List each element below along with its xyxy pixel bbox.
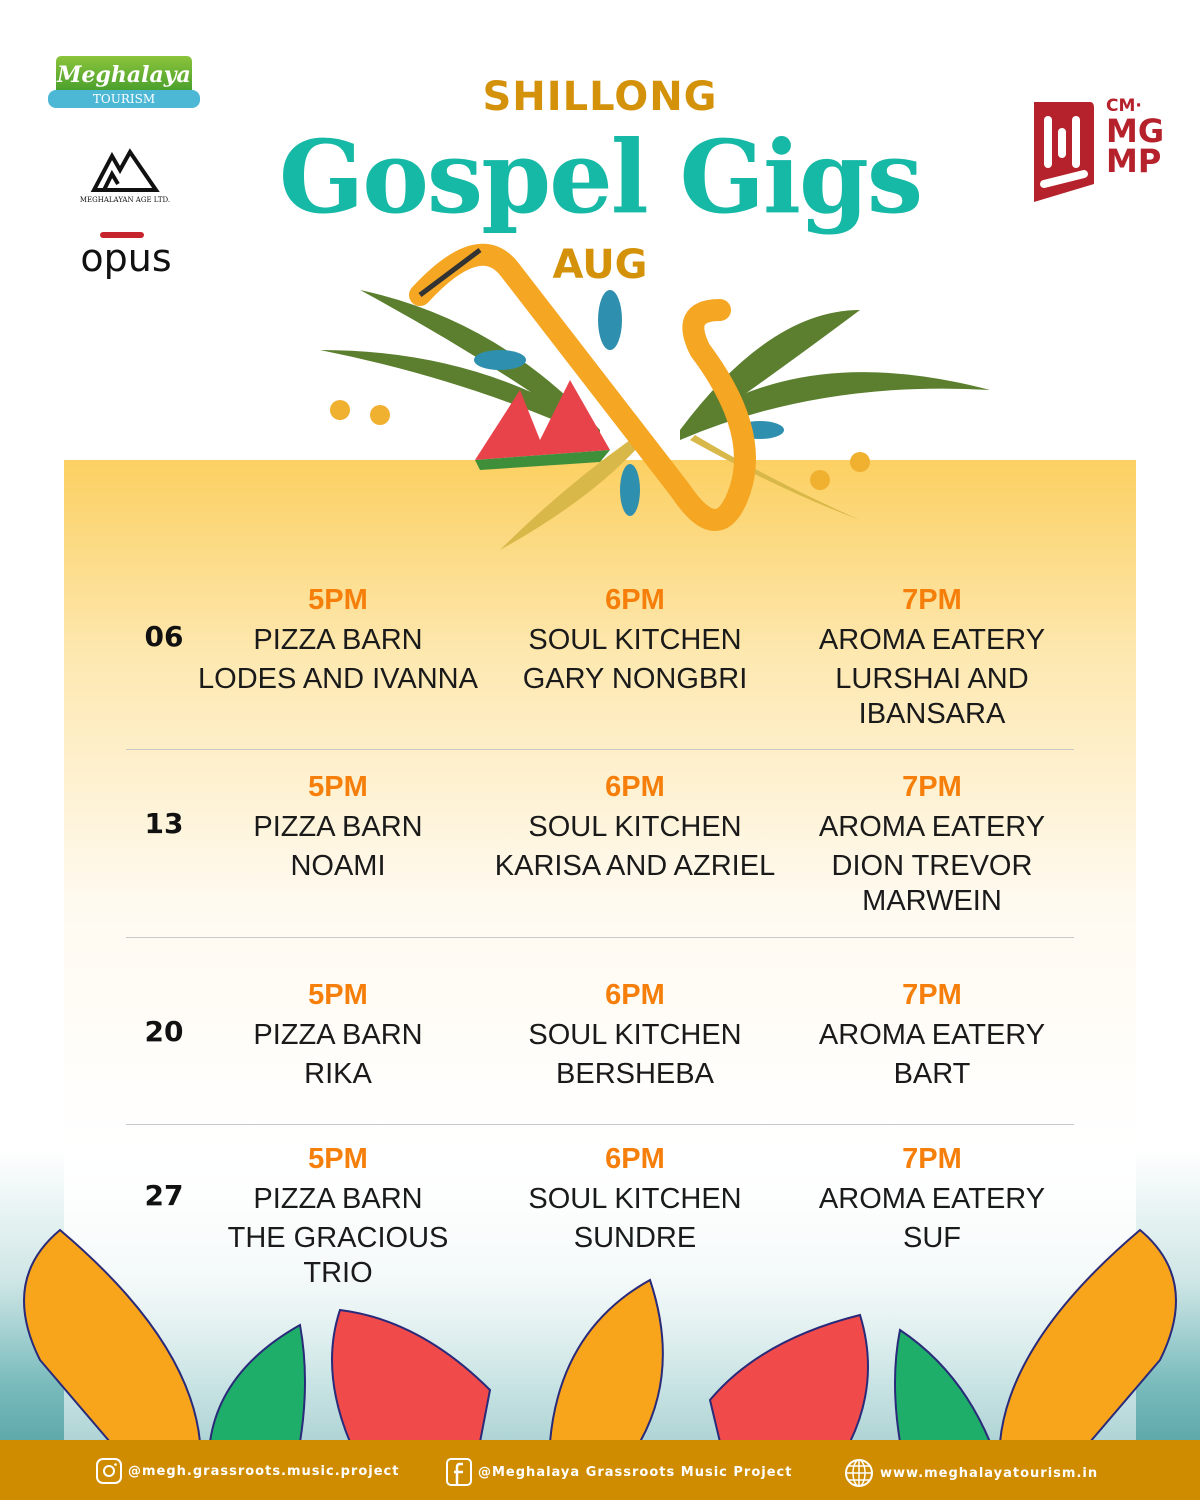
artist: BERSHEBA [556,1058,714,1090]
website-url[interactable]: www.meghalayatourism.in [880,1465,1099,1481]
slot: 6PM SOUL KITCHEN KARISA AND AZRIEL [490,767,780,884]
time: 5PM [308,979,368,1011]
instagram-handle[interactable]: @megh.grassroots.music.project [128,1463,400,1479]
globe-icon [845,1459,873,1487]
website-link[interactable]: www.meghalayatourism.in [844,1458,1098,1488]
meghalayan-age-logo: MEGHALAYAN AGE LTD. [70,148,180,208]
saxophone-palm-decoration [320,243,990,550]
artist: LURSHAI AND IBANSARA [835,663,1029,730]
time: 6PM [605,979,665,1011]
slot: 5PM PIZZA BARN NOAMI [193,767,483,884]
facebook-link[interactable]: @Meghalaya Grassroots Music Project [446,1458,792,1486]
artist: GARY NONGBRI [522,663,748,695]
slot: 5PM PIZZA BARN THE GRACIOUS TRIO [193,1139,483,1291]
cm-mgmp-logo: CM· MG MP [1030,96,1180,204]
green-leaf-icon [894,1328,992,1442]
mountain-icon [90,148,160,192]
watermelon-icon [475,380,610,460]
slot: 6PM SOUL KITCHEN BERSHEBA [490,975,780,1092]
event-title: Gospel Gigs [278,118,923,236]
green-leaf-icon [208,1323,306,1442]
time: 6PM [605,1143,665,1175]
artist: DION TREVOR MARWEIN [831,850,1033,917]
venue: AROMA EATERY [818,624,1046,656]
venue: AROMA EATERY [818,1019,1046,1051]
monstera-leaf-icon [708,1313,869,1442]
banana-leaf-icon [548,1278,664,1442]
time: 6PM [605,771,665,803]
date: 27 [144,1179,184,1212]
divider [126,749,1074,750]
slot: 5PM PIZZA BARN LODES AND IVANNA [193,580,483,697]
venue: PIZZA BARN [253,1183,423,1215]
date: 06 [144,620,184,653]
facebook-page[interactable]: @Meghalaya Grassroots Music Project [478,1464,793,1480]
artist: SUNDRE [573,1222,697,1254]
time: 6PM [605,584,665,616]
slot: 6PM SOUL KITCHEN GARY NONGBRI [490,580,780,697]
time: 5PM [308,771,368,803]
date: 13 [144,807,184,840]
blue-leaves-icon [474,290,784,516]
time: 7PM [902,979,962,1011]
venue: SOUL KITCHEN [528,624,742,656]
artist: LODES AND IVANNA [198,663,478,695]
instagram-link[interactable]: @megh.grassroots.music.project [96,1458,399,1484]
venue: SOUL KITCHEN [528,1183,742,1215]
cm-mgmp-mark-icon [1034,102,1094,202]
venue: PIZZA BARN [253,811,423,843]
divider [126,1124,1074,1125]
schedule-panel [64,460,1136,1440]
time: 7PM [902,771,962,803]
slot: 5PM PIZZA BARN RIKA [193,975,483,1092]
banana-leaf-icon [23,1228,202,1442]
date: 20 [144,1015,184,1048]
footer: @megh.grassroots.music.project @Meghalay… [0,1440,1200,1500]
banana-leaf-icon [998,1228,1177,1442]
divider [126,937,1074,938]
venue: PIZZA BARN [253,624,423,656]
artist: SUF [903,1222,961,1254]
instagram-icon [96,1458,122,1484]
music-note-icon [330,400,870,490]
artist: NOAMI [290,850,386,882]
time: 7PM [902,1143,962,1175]
opus-logo: opus [76,232,176,278]
city-heading: SHILLONG [482,74,718,120]
slot: 7PM AROMA EATERY LURSHAI AND IBANSARA [787,580,1077,732]
slot: 7PM AROMA EATERY DION TREVOR MARWEIN [787,767,1077,919]
artist: THE GRACIOUS TRIO [227,1222,449,1289]
month-heading: AUG [552,242,648,288]
venue: SOUL KITCHEN [528,1019,742,1051]
slot: 7PM AROMA EATERY BART [787,975,1077,1092]
artist: RIKA [304,1058,372,1090]
venue: SOUL KITCHEN [528,811,742,843]
time: 5PM [308,584,368,616]
artist: KARISA AND AZRIEL [494,850,776,882]
tropical-leaves-decoration [23,1228,1177,1442]
monstera-leaf-icon [331,1308,492,1442]
facebook-icon [446,1458,472,1486]
time: 5PM [308,1143,368,1175]
slot: 7PM AROMA EATERY SUF [787,1139,1077,1256]
saxophone-icon [409,243,756,531]
venue: PIZZA BARN [253,1019,423,1051]
artist: BART [893,1058,971,1090]
meghalaya-tourism-logo: Meghalaya TOURISM [48,56,200,112]
venue: AROMA EATERY [818,1183,1046,1215]
slot: 6PM SOUL KITCHEN SUNDRE [490,1139,780,1256]
time: 7PM [902,584,962,616]
venue: AROMA EATERY [818,811,1046,843]
palm-leaves-icon [320,290,990,550]
